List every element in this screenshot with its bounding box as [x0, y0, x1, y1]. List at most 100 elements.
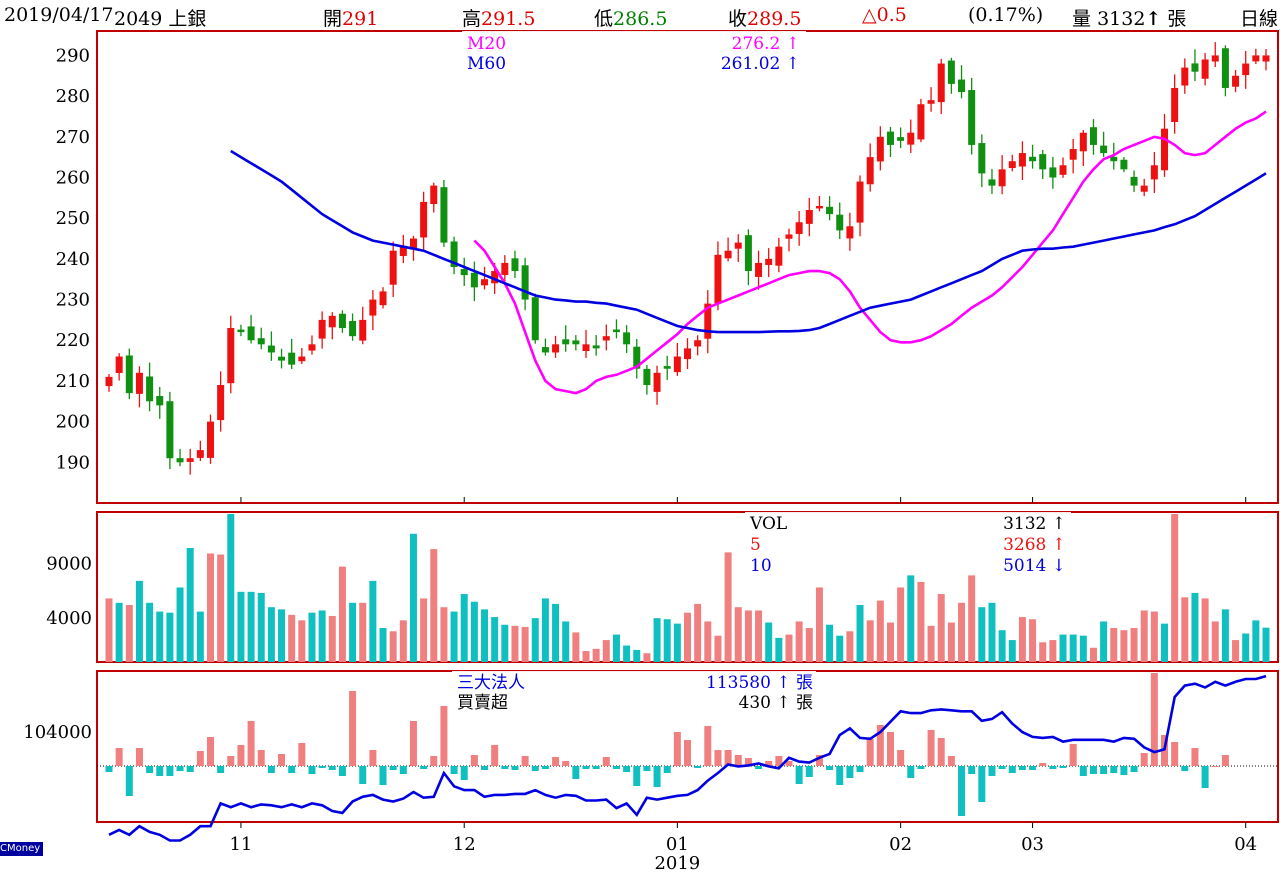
net-bar [1120, 766, 1128, 775]
change-label: △0.5 [862, 4, 907, 26]
volume-bar [734, 607, 742, 662]
candle-body [217, 385, 225, 421]
net-bar [947, 756, 955, 766]
candle-body [856, 181, 864, 223]
candle-body [298, 356, 306, 362]
volume-bar [998, 630, 1006, 662]
net-bar [237, 745, 245, 766]
candle-body [785, 234, 793, 239]
volume-bar [633, 649, 641, 662]
volume-bar [785, 634, 793, 662]
net-bar [744, 758, 752, 766]
price-tick-label: 260 [56, 167, 90, 188]
volume-bar [227, 514, 235, 662]
candle-body [186, 458, 194, 462]
price-legend-bg [462, 31, 806, 72]
volume-bar [1130, 628, 1138, 662]
volume-bar [1242, 633, 1250, 662]
price-tick-label: 270 [56, 127, 90, 148]
candle-body [846, 226, 854, 239]
volume-tick-label: 9000 [46, 553, 92, 574]
net-bar [1191, 748, 1199, 766]
volume-bar [186, 547, 194, 662]
candle-body [1049, 167, 1057, 178]
candle-body [968, 90, 976, 145]
candle-body [420, 201, 428, 238]
price-tick-label: 200 [56, 412, 90, 433]
net-bar [1039, 763, 1047, 766]
volume-bar [491, 617, 499, 662]
volume-bar [196, 611, 204, 662]
volume-bar [125, 604, 133, 662]
month-tick-label: 12 [453, 834, 476, 855]
net-bar [369, 750, 377, 766]
net-bar [541, 766, 549, 769]
candle-body [206, 421, 214, 458]
candle-body [369, 299, 377, 316]
volume-bar [1039, 642, 1047, 662]
candle-body [704, 303, 712, 339]
candle-body [125, 355, 133, 394]
volume-legend-name: 10 [750, 556, 772, 576]
volume-bar [379, 628, 387, 662]
net-bar [572, 766, 580, 779]
candle-body [1069, 149, 1077, 160]
volume-bar [166, 612, 174, 662]
candle-body [440, 187, 448, 243]
candle-body [1242, 63, 1250, 76]
net-bar [927, 730, 935, 766]
volume-legend-value: 3268 ↑ [1003, 535, 1066, 555]
period-label: 日線 [1240, 8, 1279, 30]
net-bar [826, 766, 834, 770]
candle-body [562, 339, 570, 345]
volume-bar [430, 549, 438, 662]
candle-body [653, 372, 661, 392]
net-bar [288, 766, 296, 773]
candle-body [450, 241, 458, 267]
volume-bar [1079, 635, 1087, 662]
net-bar [937, 738, 945, 766]
price-tick-label: 210 [56, 371, 90, 392]
net-bar [653, 766, 661, 787]
candle-body [430, 185, 438, 205]
volume-bar [897, 587, 905, 662]
volume-bar [866, 620, 874, 662]
candle-body [1171, 87, 1179, 122]
net-bar [714, 750, 722, 766]
candle-body [1110, 156, 1118, 162]
candle-body [1150, 165, 1158, 180]
volume-bar [278, 609, 286, 662]
net-bar [186, 766, 194, 772]
volume-bar [1049, 640, 1057, 662]
volume-bar [643, 653, 651, 662]
volume-bar [521, 626, 529, 662]
panel-frame-1 [96, 30, 1279, 504]
net-bar [795, 766, 803, 784]
net-bar [907, 766, 915, 778]
candle-body [633, 346, 641, 369]
month-tick-label: 02 [889, 834, 912, 855]
volume-bar [582, 651, 590, 662]
net-bar [298, 743, 306, 766]
volume-bar [1089, 647, 1097, 662]
volume-bar [724, 552, 732, 662]
candle-body [1140, 185, 1148, 192]
volume-legend-name: VOL [749, 514, 787, 534]
price-tick-label: 250 [56, 208, 90, 229]
candle-body [146, 376, 154, 402]
candle-body [1039, 154, 1047, 170]
net-bar [643, 766, 651, 771]
net-bar [866, 739, 874, 766]
volume-bar [815, 587, 823, 662]
volume-bar [156, 611, 164, 662]
volume-bar [1018, 617, 1026, 662]
candle-body [379, 291, 387, 306]
net-bar [227, 756, 235, 766]
candle-body [694, 340, 702, 347]
net-bar [409, 721, 417, 766]
net-bar [1110, 766, 1118, 773]
volume-bar [541, 598, 549, 662]
candle-body [775, 246, 783, 266]
net-bar [217, 766, 225, 773]
net-bar [328, 766, 336, 770]
